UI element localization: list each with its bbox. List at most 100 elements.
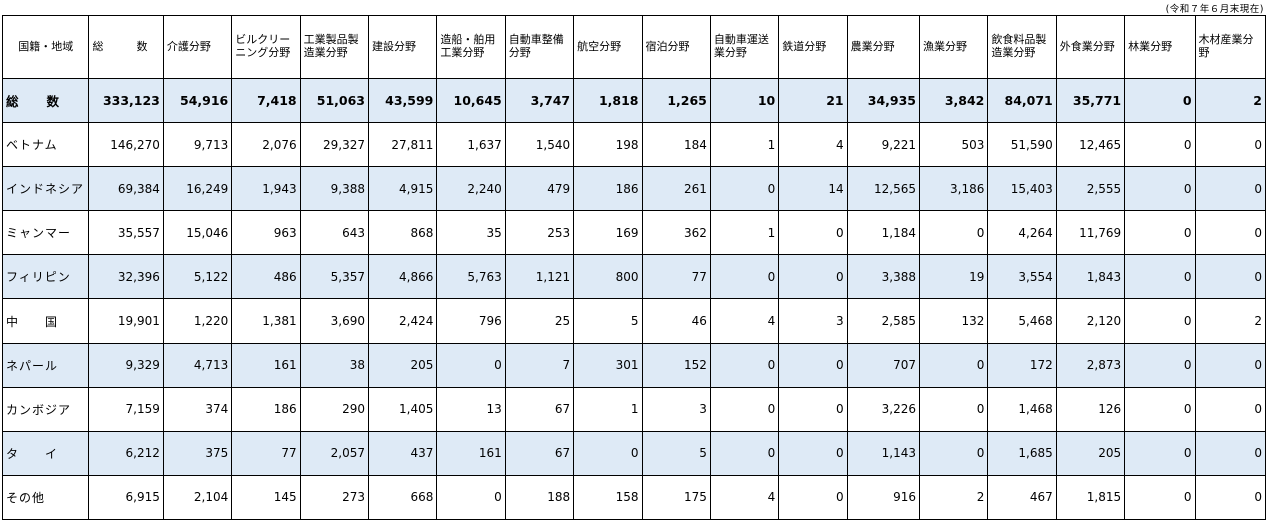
table-cell: 1,540 [504, 122, 575, 168]
table-cell: 132 [919, 298, 989, 344]
table-cell: 4,264 [987, 210, 1057, 256]
table-cell: 145 [231, 474, 301, 521]
row-label: ネパール [1, 342, 90, 388]
table-cell: 0 [778, 474, 848, 521]
table-cell: 868 [367, 210, 438, 256]
table-cell: 1,121 [504, 254, 575, 300]
column-header: 航空分野 [573, 15, 643, 79]
table-cell: 5,763 [436, 254, 506, 300]
table-cell: 2,555 [1055, 166, 1126, 212]
table-cell: 0 [1124, 474, 1196, 521]
table-cell: 69,384 [88, 166, 164, 212]
table-cell: 963 [231, 210, 301, 256]
table-cell: 3,186 [919, 166, 989, 212]
table-cell: 437 [367, 430, 438, 476]
table-cell: 19,901 [88, 298, 164, 344]
column-header: 農業分野 [846, 15, 921, 79]
table-cell: 3,554 [987, 254, 1057, 300]
table-cell: 0 [1124, 342, 1196, 388]
table-cell: 486 [231, 254, 301, 300]
table-cell: 0 [1124, 166, 1196, 212]
table-cell: 1,220 [162, 298, 233, 344]
table-cell: 0 [1194, 166, 1267, 212]
column-header: 工業製品製造業分野 [299, 15, 370, 79]
table-cell: 0 [1194, 386, 1267, 432]
table-cell: 916 [846, 474, 921, 521]
table-cell: 4 [709, 474, 780, 521]
table-cell: 3,747 [504, 77, 575, 124]
table-cell: 158 [573, 474, 643, 521]
table-cell: 51,590 [987, 122, 1057, 168]
table-cell: 0 [709, 166, 780, 212]
column-header: 宿泊分野 [641, 15, 711, 79]
table-cell: 10,645 [436, 77, 506, 124]
table-cell: 643 [299, 210, 370, 256]
table-cell: 1,685 [987, 430, 1057, 476]
table-cell: 1,843 [1055, 254, 1126, 300]
table-cell: 205 [1055, 430, 1126, 476]
table-cell: 9,388 [299, 166, 370, 212]
table-cell: 77 [231, 430, 301, 476]
table-cell: 0 [1194, 430, 1267, 476]
table-cell: 0 [709, 430, 780, 476]
table-cell: 1,405 [367, 386, 438, 432]
table-cell: 13 [436, 386, 506, 432]
table-cell: 1 [709, 210, 780, 256]
table-cell: 0 [1124, 386, 1196, 432]
table-cell: 3,690 [299, 298, 370, 344]
table-cell: 0 [1194, 210, 1267, 256]
table-cell: 273 [299, 474, 370, 521]
row-label: インドネシア [1, 166, 90, 212]
table-cell: 0 [778, 342, 848, 388]
table-cell: 5 [573, 298, 643, 344]
table-cell: 4,915 [367, 166, 438, 212]
table-cell: 169 [573, 210, 643, 256]
table-cell: 0 [1194, 474, 1267, 521]
table-cell: 0 [919, 386, 989, 432]
column-header: 自動車運送業分野 [709, 15, 780, 79]
table-cell: 0 [919, 210, 989, 256]
table-cell: 21 [778, 77, 848, 124]
table-cell: 0 [778, 386, 848, 432]
table-cell: 9,329 [88, 342, 164, 388]
table-cell: 1,265 [641, 77, 711, 124]
row-label: その他 [1, 474, 90, 521]
table-cell: 12,465 [1055, 122, 1126, 168]
table-cell: 198 [573, 122, 643, 168]
table-cell: 7 [504, 342, 575, 388]
table-cell: 2 [1194, 298, 1267, 344]
table-cell: 34,935 [846, 77, 921, 124]
table-cell: 2,076 [231, 122, 301, 168]
table-cell: 1,815 [1055, 474, 1126, 521]
table-cell: 172 [987, 342, 1057, 388]
table-cell: 2,585 [846, 298, 921, 344]
table-cell: 2,424 [367, 298, 438, 344]
table-cell: 6,915 [88, 474, 164, 521]
column-header: 漁業分野 [919, 15, 989, 79]
table-cell: 5 [641, 430, 711, 476]
table-cell: 2 [919, 474, 989, 521]
row-label: ベトナム [1, 122, 90, 168]
as-of-date-note: (令和７年６月末現在) [1165, 4, 1264, 15]
table-cell: 84,071 [987, 77, 1057, 124]
table-cell: 175 [641, 474, 711, 521]
table-cell: 12,565 [846, 166, 921, 212]
table-cell: 32,396 [88, 254, 164, 300]
table-cell: 6,212 [88, 430, 164, 476]
table-cell: 35,771 [1055, 77, 1126, 124]
table-row: フィリピン 32,396 5,122 486 5,357 4,866 5,763 1,121 8… [1, 254, 1267, 300]
table-cell: 290 [299, 386, 370, 432]
column-header: 建設分野 [367, 15, 438, 79]
row-label: フィリピン [1, 254, 90, 300]
table-cell: 2,104 [162, 474, 233, 521]
column-header: ビルクリーニング分野 [231, 15, 301, 79]
table-row: ミャンマー 35,557 15,046 963 643 868 35 253 169 362 1 0 1… [1, 210, 1267, 256]
table-cell: 1,468 [987, 386, 1057, 432]
table-cell: 46 [641, 298, 711, 344]
table-cell: 38 [299, 342, 370, 388]
table-cell: 11,769 [1055, 210, 1126, 256]
table-cell: 0 [1124, 298, 1196, 344]
table-cell: 188 [504, 474, 575, 521]
table-cell: 0 [709, 386, 780, 432]
table-cell: 0 [1194, 254, 1267, 300]
